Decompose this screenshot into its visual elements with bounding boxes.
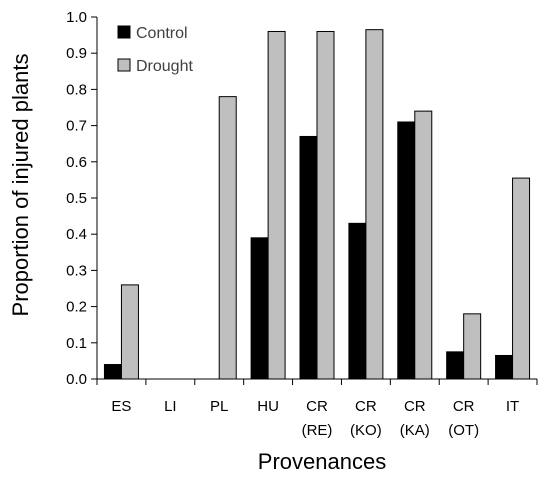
y-tick-label: 0.3	[66, 262, 87, 279]
x-tick-label: CR	[453, 398, 475, 415]
bar-drought	[463, 313, 482, 380]
y-tick-label: 0.5	[66, 190, 87, 207]
y-tick-label: 0.0	[66, 371, 87, 388]
legend-swatch-drought	[117, 58, 131, 72]
bar-control	[397, 121, 416, 380]
y-tick-label: 0.2	[66, 299, 87, 316]
x-axis-title: Provenances	[258, 449, 386, 474]
x-tick-label: CR	[404, 398, 426, 415]
bar-drought	[267, 30, 286, 380]
y-tick-label: 1.0	[66, 9, 87, 26]
x-tick-label: CR	[306, 398, 328, 415]
legend-swatch-control	[117, 25, 131, 39]
bar-drought	[512, 177, 531, 380]
bar-drought	[365, 29, 384, 380]
y-tick-label: 0.8	[66, 81, 87, 98]
x-tick-label: IT	[506, 398, 519, 415]
bar-control	[495, 354, 514, 380]
bar-control	[299, 135, 318, 380]
y-tick-label: 0.6	[66, 154, 87, 171]
legend-label-control: Control	[136, 25, 188, 42]
legend: Control Drought	[117, 25, 193, 75]
y-tick-label: 0.4	[66, 226, 87, 243]
bar-drought	[316, 30, 335, 380]
x-tick-label: (KO)	[350, 422, 382, 439]
bar-control	[250, 237, 269, 380]
x-tick-label: (RE)	[302, 422, 333, 439]
x-tick-label: (KA)	[400, 422, 430, 439]
y-tick-label: 0.9	[66, 45, 87, 62]
y-tick-label: 0.1	[66, 335, 87, 352]
bar-drought	[414, 110, 433, 380]
y-tick-label: 0.7	[66, 118, 87, 135]
bar-control	[446, 351, 465, 380]
x-tick-label: LI	[164, 398, 177, 415]
x-tick-label: CR	[355, 398, 377, 415]
y-axis-title: Proportion of injured plants	[8, 54, 33, 317]
legend-label-drought: Drought	[136, 58, 193, 75]
x-tick-label: HU	[257, 398, 279, 415]
bar-drought	[120, 284, 139, 380]
x-tick-label: ES	[111, 398, 131, 415]
bar-drought	[218, 96, 237, 380]
bar-control	[348, 222, 367, 380]
x-tick-label: PL	[210, 398, 228, 415]
bar-control	[103, 364, 122, 380]
x-tick-label: (OT)	[448, 422, 479, 439]
